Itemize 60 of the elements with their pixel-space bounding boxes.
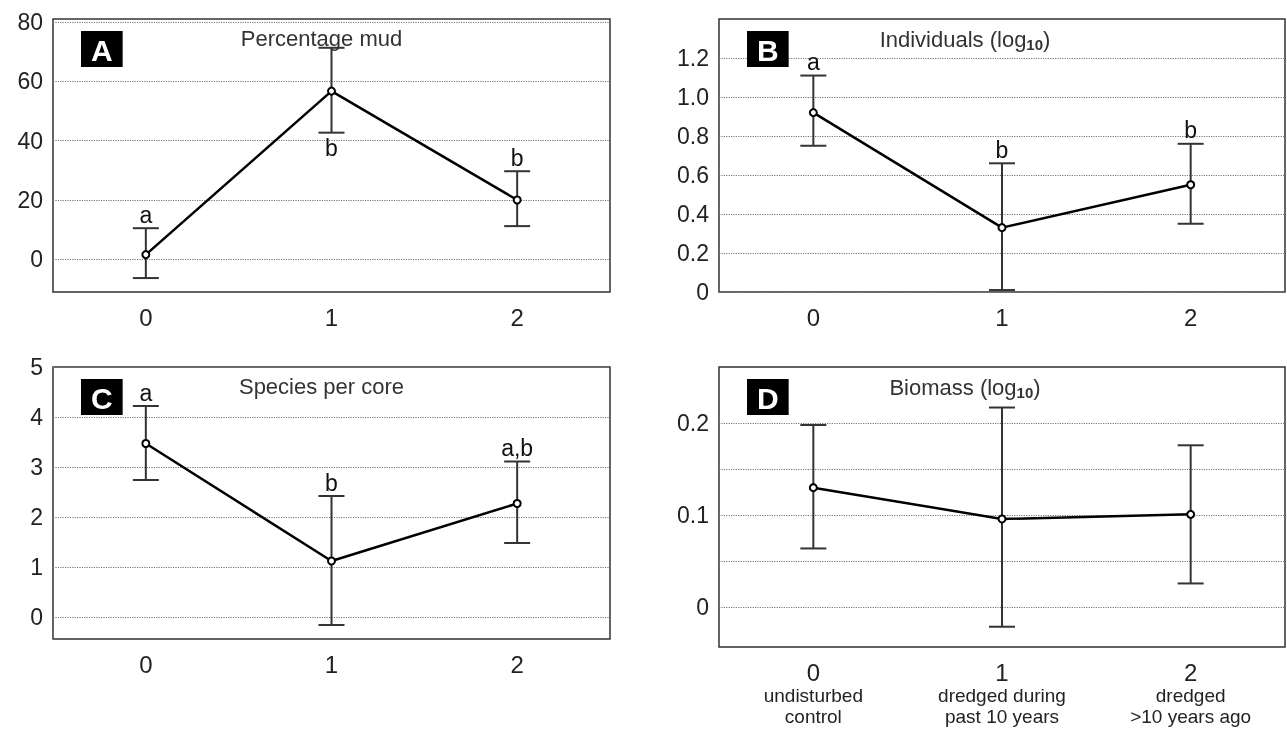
- x-tick-label: 1: [324, 650, 339, 678]
- annotation: a,b: [501, 435, 534, 461]
- annotation: b: [325, 135, 338, 162]
- y-tick-label: 80: [17, 8, 43, 35]
- y-tick-label: 60: [17, 68, 43, 95]
- y-tick-label: 40: [17, 127, 43, 154]
- y-tick-label: 0.8: [677, 123, 709, 149]
- y-tick-label: 0.4: [677, 201, 710, 227]
- y-tick-label: 0: [696, 594, 709, 621]
- point: [141, 439, 151, 448]
- y-tick-label: 0.1: [677, 502, 709, 529]
- annotation: A: [91, 33, 113, 67]
- x-tick-label: 2: [1183, 303, 1198, 331]
- y-tick-label: 20: [17, 187, 43, 214]
- annotation: C: [91, 381, 113, 415]
- y-tick-label: 3: [30, 454, 43, 480]
- point: [512, 195, 522, 205]
- annotation: b: [995, 136, 1009, 163]
- y-tick-label: 0: [696, 279, 709, 305]
- point: [141, 250, 151, 260]
- y-tick-label: 4: [30, 404, 44, 430]
- point: [327, 86, 336, 96]
- y-tick-label: 1: [30, 554, 43, 580]
- x-tick-label: 0: [139, 650, 153, 678]
- annotation: a: [806, 49, 820, 76]
- y-tick-label: 0: [30, 604, 43, 630]
- annotation: b: [510, 144, 524, 171]
- point: [997, 223, 1007, 233]
- y-tick-label: 2: [30, 504, 43, 530]
- annotation: b: [325, 469, 338, 496]
- x-tick-label: 2: [510, 650, 524, 678]
- x-tick-label: 0: [139, 303, 153, 331]
- point: [512, 499, 522, 508]
- point: [997, 514, 1007, 524]
- x-tick-label: 0 undisturbed control: [763, 658, 863, 727]
- y-tick-label: 0: [30, 246, 43, 273]
- y-tick-label: 0.2: [677, 240, 709, 266]
- x-tick-label: 2: [510, 303, 524, 331]
- point: [1186, 180, 1196, 190]
- x-tick-label: 1: [995, 303, 1009, 331]
- y-tick-label: 0.6: [677, 162, 709, 188]
- point: [808, 483, 818, 493]
- annotation: D: [757, 381, 779, 415]
- y-tick-label: 1.2: [677, 45, 709, 71]
- point: [1186, 509, 1196, 519]
- chart-title: Percentage mud: [240, 25, 403, 51]
- x-tick-label: 1 dredged during past 10 years: [938, 658, 1066, 727]
- annotation: a: [139, 379, 153, 406]
- annotation: B: [757, 33, 779, 67]
- point: [808, 108, 818, 118]
- chart-title: Species per core: [238, 373, 405, 399]
- annotation: b: [1184, 117, 1198, 144]
- y-tick-label: 0.2: [677, 410, 709, 437]
- x-tick-label: 2 dredged >10 years ago: [1130, 658, 1252, 727]
- x-tick-label: 1: [324, 303, 339, 331]
- x-tick-label: 0: [806, 303, 821, 331]
- point: [327, 556, 336, 566]
- y-tick-label: 1.0: [677, 84, 709, 110]
- annotation: a: [139, 201, 153, 228]
- y-tick-label: 5: [30, 354, 43, 380]
